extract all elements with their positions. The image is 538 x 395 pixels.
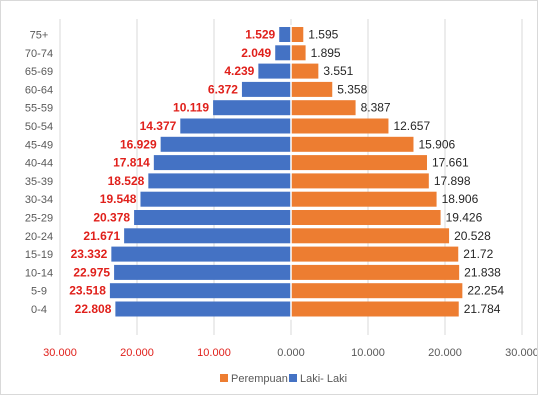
data-label-laki-laki: 4.239 <box>224 64 254 78</box>
data-label-perempuan: 18.906 <box>442 192 479 206</box>
data-label-laki-laki: 19.548 <box>100 192 137 206</box>
data-label-perempuan: 21.72 <box>463 247 493 261</box>
bar-perempuan <box>291 63 319 79</box>
age-group-label: 30-34 <box>25 194 53 206</box>
x-tick-label: 30.000 <box>43 347 77 359</box>
bar-perempuan <box>291 228 450 244</box>
data-label-perempuan: 19.426 <box>446 211 483 225</box>
bar-laki-laki <box>115 301 291 317</box>
legend-swatch <box>220 374 228 382</box>
bar-perempuan <box>291 246 459 262</box>
legend-entry: Laki- Laki <box>300 373 347 385</box>
bar-perempuan <box>291 264 460 280</box>
x-tick-label: 10.000 <box>197 347 231 359</box>
data-label-perempuan: 3.551 <box>323 64 353 78</box>
data-label-laki-laki: 21.671 <box>83 229 120 243</box>
age-group-label: 45-49 <box>25 139 53 151</box>
data-label-laki-laki: 23.332 <box>71 247 108 261</box>
data-label-perempuan: 12.657 <box>393 119 430 133</box>
data-label-perempuan: 5.358 <box>337 82 367 96</box>
data-label-perempuan: 1.595 <box>308 28 338 42</box>
x-tick-label: 10.000 <box>351 347 385 359</box>
age-group-label: 15-19 <box>25 249 53 261</box>
data-labels: 1.529 1.595 2.049 1.895 4.239 3.551 6.372 5.358… <box>69 28 504 317</box>
bar-perempuan <box>291 100 356 116</box>
data-label-laki-laki: 23.518 <box>69 284 106 298</box>
age-group-label: 55-59 <box>25 103 53 115</box>
data-label-laki-laki: 17.814 <box>113 156 150 170</box>
bar-perempuan <box>291 283 463 299</box>
bar-laki-laki <box>275 45 291 61</box>
age-group-label: 60-64 <box>25 84 53 96</box>
age-group-label: 5-9 <box>31 286 47 298</box>
legend-swatch <box>289 374 297 382</box>
data-label-perempuan: 21.838 <box>464 265 501 279</box>
bar-laki-laki <box>258 63 291 79</box>
legend: Perempuan Laki- Laki <box>220 373 347 385</box>
data-label-laki-laki: 22.808 <box>75 302 112 316</box>
bar-laki-laki <box>160 136 291 152</box>
age-group-label: 65-69 <box>25 66 53 78</box>
bar-perempuan <box>291 210 441 225</box>
bar-perempuan <box>291 27 304 42</box>
bar-laki-laki <box>153 155 291 171</box>
age-group-label: 75+ <box>30 30 49 42</box>
data-label-perempuan: 17.898 <box>434 174 471 188</box>
x-tick-label: 20.000 <box>120 347 154 359</box>
bar-laki-laki <box>279 27 291 42</box>
data-label-laki-laki: 2.049 <box>241 46 271 60</box>
bar-laki-laki <box>109 283 291 299</box>
data-label-laki-laki: 14.377 <box>140 119 177 133</box>
x-tick-label: 0.000 <box>277 347 305 359</box>
data-label-perempuan: 17.661 <box>432 156 469 170</box>
data-label-perempuan: 20.528 <box>454 229 491 243</box>
x-tick-label: 20.000 <box>428 347 462 359</box>
data-label-perempuan: 22.254 <box>467 284 504 298</box>
data-label-laki-laki: 10.119 <box>173 101 209 115</box>
age-group-label: 70-74 <box>25 48 53 60</box>
data-label-laki-laki: 22.975 <box>73 265 110 279</box>
age-labels: 75+ 70-74 65-69 60-64 55-59 50-54 45-49 40-44 35… <box>25 30 53 317</box>
bar-perempuan <box>291 136 414 152</box>
age-group-label: 40-44 <box>25 158 53 170</box>
bar-perempuan <box>291 155 427 171</box>
bar-laki-laki <box>148 173 291 189</box>
bar-laki-laki <box>213 100 291 116</box>
bar-laki-laki <box>114 264 291 280</box>
bar-perempuan <box>291 191 437 207</box>
data-label-laki-laki: 18.528 <box>108 174 145 188</box>
age-group-label: 10-14 <box>25 267 53 279</box>
data-label-laki-laki: 20.378 <box>93 211 130 225</box>
data-label-perempuan: 1.895 <box>311 46 341 60</box>
data-label-perempuan: 21.784 <box>464 302 501 316</box>
age-group-label: 25-29 <box>25 213 53 225</box>
bar-laki-laki <box>111 246 291 262</box>
bar-perempuan <box>291 173 429 189</box>
data-label-laki-laki: 6.372 <box>208 82 238 96</box>
data-label-perempuan: 15.906 <box>418 137 455 151</box>
age-group-label: 50-54 <box>25 121 53 133</box>
bar-perempuan <box>291 118 389 134</box>
x-tick-label: 30.000 <box>505 347 537 359</box>
age-group-label: 0-4 <box>31 304 47 316</box>
bar-laki-laki <box>140 191 291 207</box>
bar-perempuan <box>291 81 333 97</box>
bar-laki-laki <box>134 210 291 225</box>
data-label-laki-laki: 1.529 <box>245 28 275 42</box>
bar-laki-laki <box>180 118 291 134</box>
data-label-laki-laki: 16.929 <box>120 137 157 151</box>
bars <box>109 27 463 317</box>
bar-perempuan <box>291 301 459 317</box>
bar-laki-laki <box>124 228 291 244</box>
legend-entry: Perempuan <box>231 373 288 385</box>
bar-perempuan <box>291 45 306 61</box>
data-label-perempuan: 8.387 <box>361 101 391 115</box>
bar-laki-laki <box>241 81 291 97</box>
age-group-label: 35-39 <box>25 176 53 188</box>
x-axis-ticks: 30.000 20.000 10.000 0.000 10.000 20.000 30.00… <box>43 347 537 359</box>
age-group-label: 20-24 <box>25 231 53 243</box>
